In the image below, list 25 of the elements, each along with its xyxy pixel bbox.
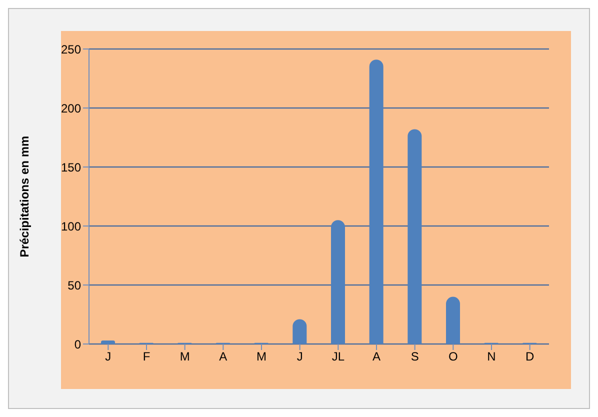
y-axis-title: Précipitations en mm [17, 136, 32, 258]
x-tick-label: D [525, 350, 534, 364]
bar [331, 220, 345, 344]
x-tick-label: JL [332, 350, 345, 364]
x-tick-label: S [410, 350, 419, 364]
x-tick-label: F [142, 350, 150, 364]
x-tick-label: M [180, 350, 190, 364]
x-tick-label: A [372, 350, 381, 364]
y-tick-label: 0 [74, 337, 82, 352]
y-tick-label: 200 [60, 101, 82, 116]
bar [369, 60, 384, 344]
bar [101, 340, 115, 344]
x-tick-label: O [448, 350, 458, 364]
bar [446, 296, 460, 344]
bar [292, 319, 307, 344]
x-tick-label: A [219, 350, 228, 364]
y-tick-label: 100 [60, 219, 82, 234]
x-tick-label: J [296, 350, 303, 364]
x-tick-label: J [105, 350, 112, 364]
bar [408, 129, 422, 344]
y-tick-label: 50 [68, 278, 82, 292]
y-tick-label: 150 [60, 160, 82, 174]
y-tick-label: 250 [60, 42, 82, 56]
x-tick-label: M [256, 350, 266, 364]
x-tick-label: N [487, 350, 496, 364]
